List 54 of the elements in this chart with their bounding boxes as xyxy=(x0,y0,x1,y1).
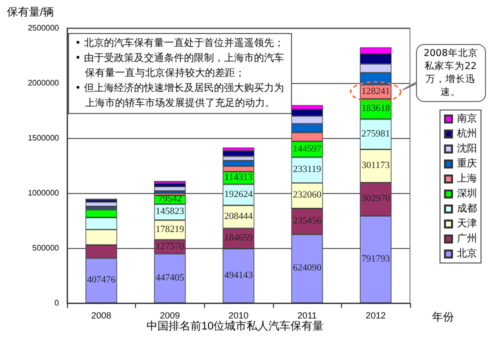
legend-label: 成都 xyxy=(457,202,477,214)
data-label: 192624 xyxy=(224,190,253,200)
x-tick-label: 2008 xyxy=(91,310,112,320)
y-tick-label: 1000000 xyxy=(28,188,60,198)
data-label: 144597 xyxy=(292,144,322,154)
bar xyxy=(222,150,254,156)
legend-label: 上海 xyxy=(457,172,477,184)
legend-label: 广州 xyxy=(457,232,477,244)
legend-label: 南京 xyxy=(457,112,477,124)
data-label: 145823 xyxy=(156,207,184,218)
data-label: 114313 xyxy=(224,172,253,183)
bar xyxy=(86,202,118,206)
y-tick-label: 1500000 xyxy=(28,134,60,142)
data-label: 494143 xyxy=(224,270,253,281)
y-axis-title: 保有量/辆 xyxy=(7,6,54,18)
text: 2008年北京私家车为22万，增长迅速。 xyxy=(416,44,486,102)
legend-label: 北京 xyxy=(457,248,477,260)
annotation: • 由于受政策及交通条件的限制，上海市的汽车保有量一直与北京保持较大的差距； xyxy=(75,52,286,81)
data-label: 178219 xyxy=(156,224,184,235)
data-label: 301173 xyxy=(362,161,390,172)
legend-label: 深圳 xyxy=(457,188,477,200)
data-label: 791793 xyxy=(361,254,390,264)
data-label: 624090 xyxy=(292,264,322,274)
legend-label: 沈阳 xyxy=(457,142,477,154)
data-label: 235456 xyxy=(292,216,322,226)
legend-label: 杭州 xyxy=(456,128,477,140)
text: 中国排名前10位城市私人汽车保有量 xyxy=(146,320,324,332)
bar xyxy=(154,183,186,187)
y-tick-label: 2500000 xyxy=(28,24,60,32)
y-tick-label: 0 xyxy=(54,298,60,308)
data-label: 407476 xyxy=(87,276,116,286)
y-tick-label: 500000 xyxy=(32,244,60,252)
x-axis-title: 年份 xyxy=(432,312,454,324)
bar xyxy=(154,186,186,191)
x-tick-label: 2011 xyxy=(297,310,317,320)
data-label: 302970 xyxy=(361,194,390,204)
x-tick-label: 2012 xyxy=(366,310,386,320)
data-label: 447405 xyxy=(156,273,184,284)
y-tick-label: 2000000 xyxy=(28,78,60,88)
data-label: 233119 xyxy=(293,165,322,176)
data-label: 128241 xyxy=(361,86,390,97)
legend-label: 重庆 xyxy=(457,158,477,170)
annotation: • 北京的汽车保有量一直处于首位并遥遥领先； xyxy=(75,36,286,51)
legend-label: 天津 xyxy=(457,218,477,230)
data-label: 232060 xyxy=(292,190,322,201)
data-label: 275981 xyxy=(361,129,390,140)
x-tick-label: 2009 xyxy=(160,310,180,320)
annotation: • 但上海经济的快速增长及居民的强大购买力为上海市的轿车市场发展提供了充足的动力。 xyxy=(75,82,286,111)
data-label: 208444 xyxy=(224,212,253,222)
data-label: 184659 xyxy=(224,233,253,244)
x-tick-label: 2010 xyxy=(228,310,249,320)
data-label: 127570 xyxy=(156,242,184,252)
data-label: 79542 xyxy=(158,194,182,205)
data-label: 183618 xyxy=(361,104,390,114)
